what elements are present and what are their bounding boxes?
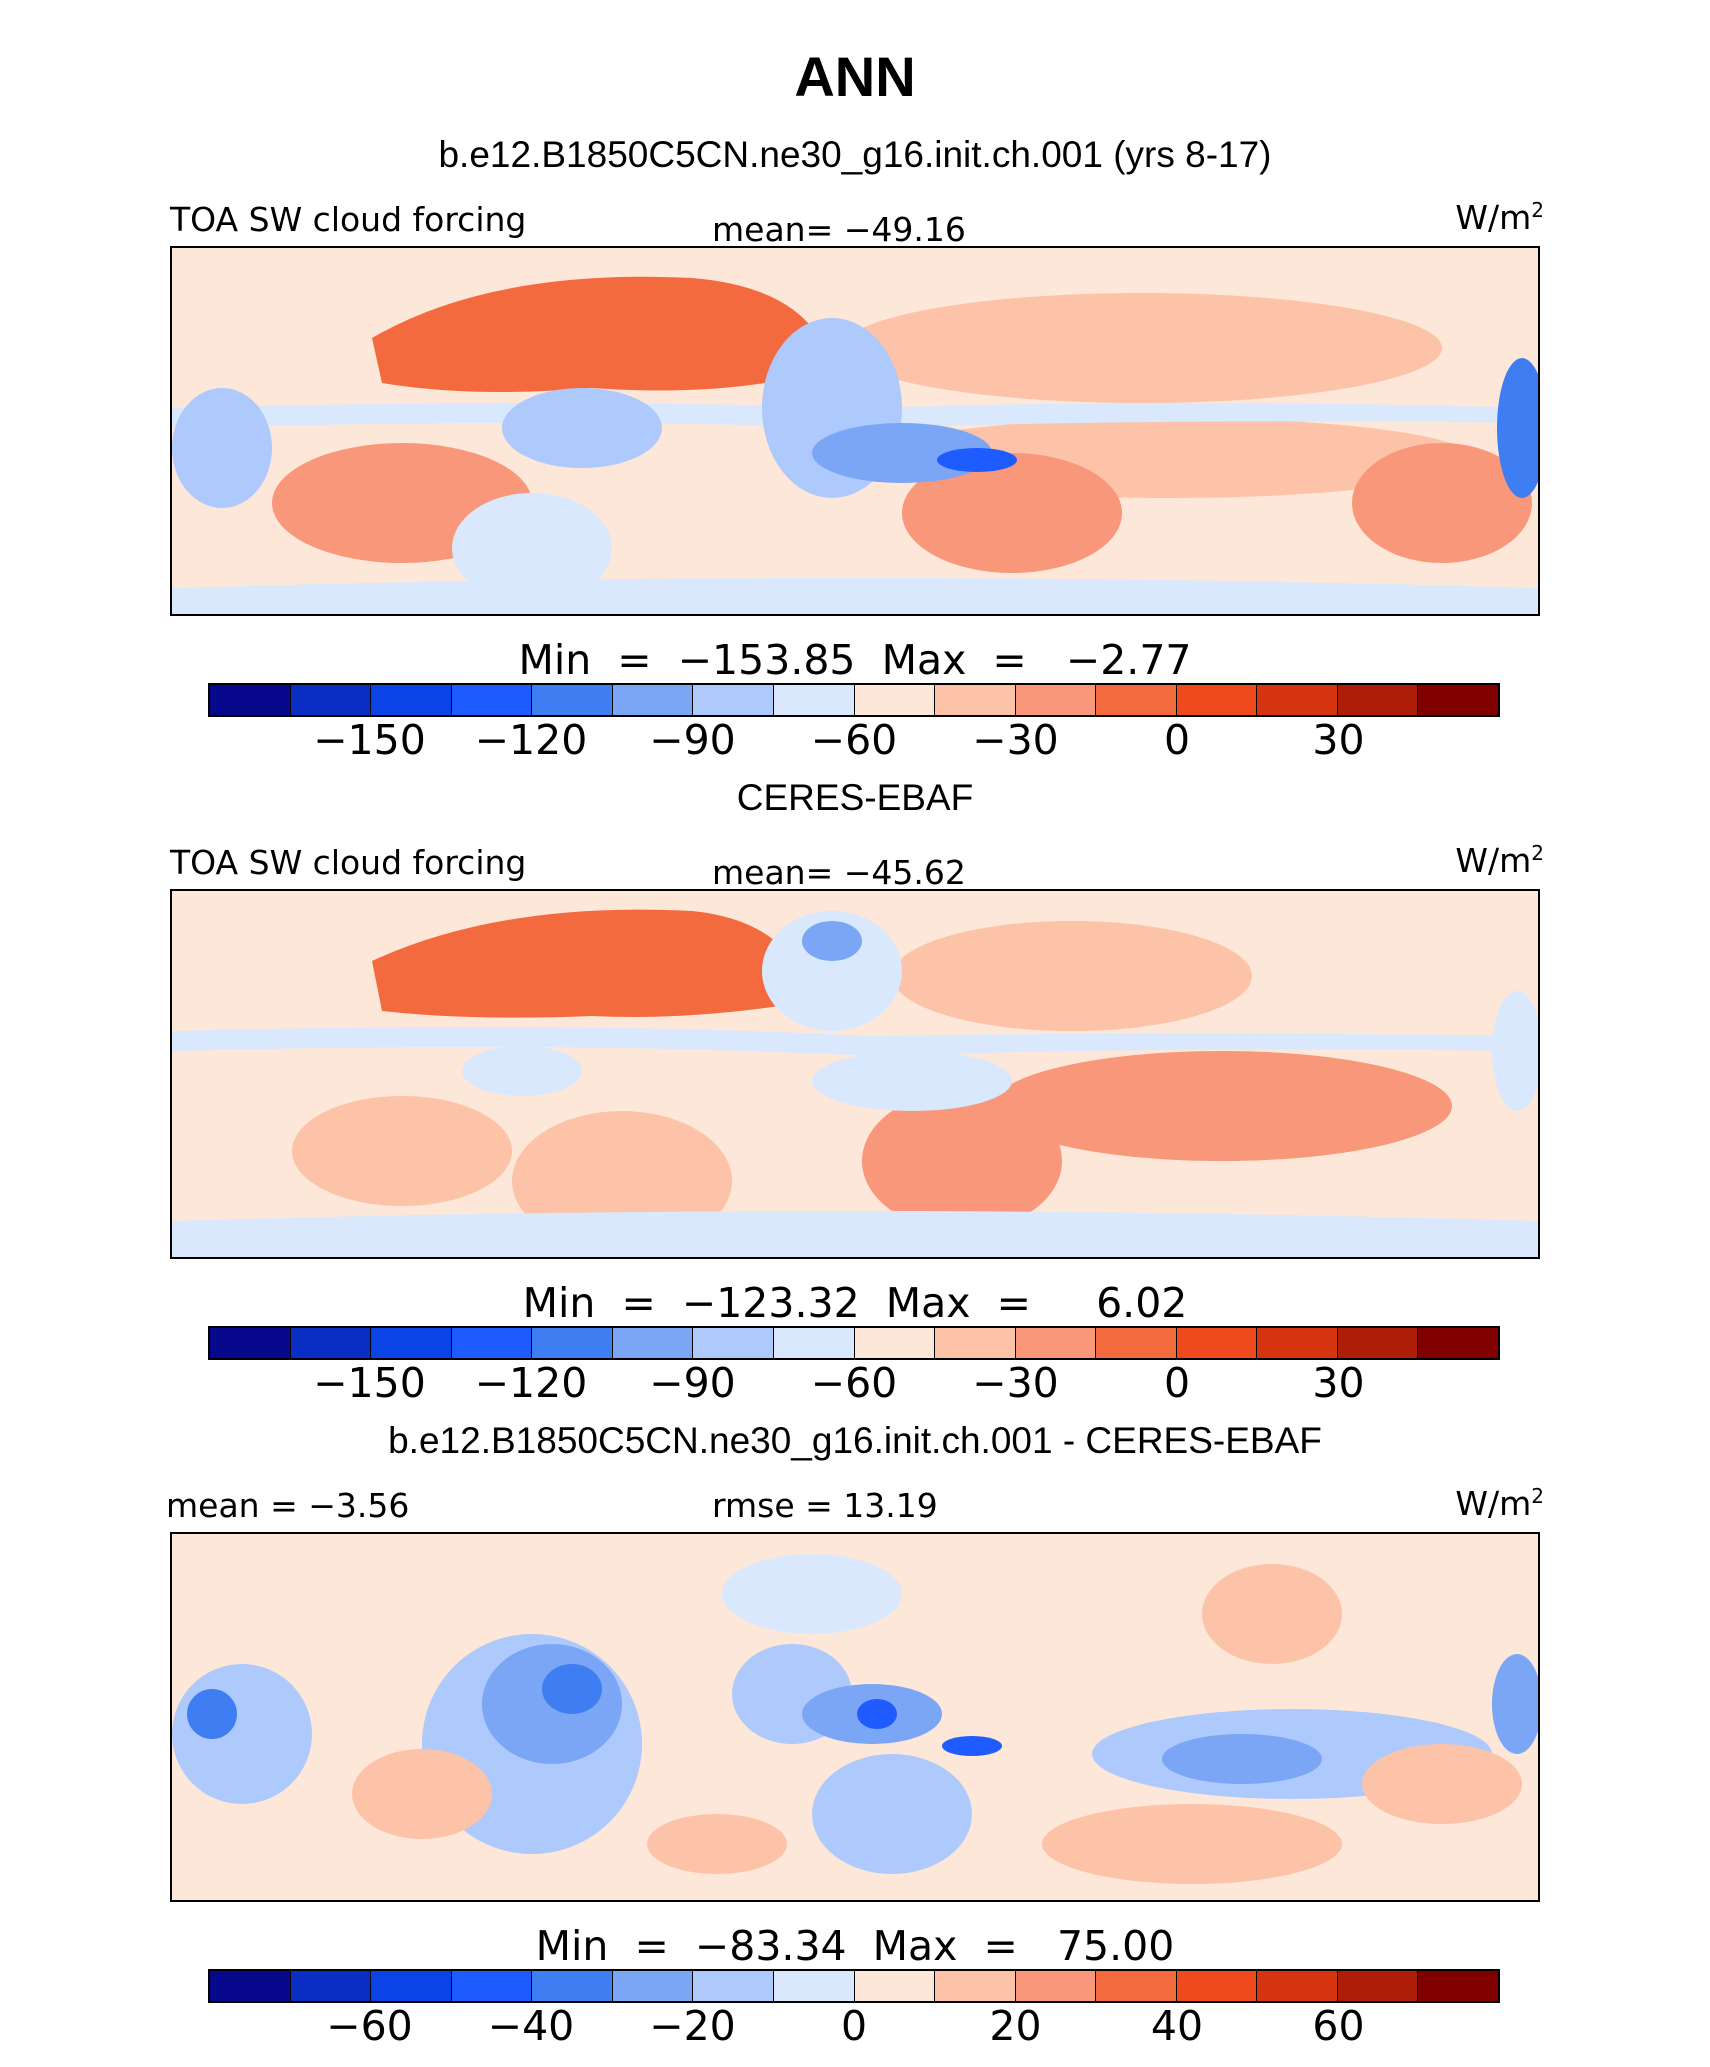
- colorbar-tick-label: −120: [474, 1359, 588, 1407]
- colorbar-swatch: [693, 1328, 774, 1358]
- colorbar-tick-label: −60: [326, 2002, 413, 2050]
- panel-1-map: [170, 246, 1540, 616]
- panel-1-colorbar: [208, 683, 1500, 717]
- colorbar-swatch: [935, 1328, 1016, 1358]
- colorbar-swatch: [773, 1328, 855, 1358]
- colorbar-swatch: [1257, 1328, 1338, 1358]
- colorbar-tick-label: −60: [810, 716, 898, 764]
- colorbar-swatch: [210, 1328, 291, 1358]
- colorbar-swatch: [1096, 685, 1177, 715]
- colorbar-tick-label: −90: [649, 716, 736, 764]
- colorbar-swatch: [371, 1971, 452, 2001]
- colorbar-swatch: [1418, 1971, 1498, 2001]
- colorbar-swatch: [1257, 685, 1338, 715]
- panel-2-unit-label: W/m2: [1455, 841, 1544, 880]
- colorbar-swatch: [290, 685, 372, 715]
- colorbar-swatch: [290, 1971, 372, 2001]
- panel-3-colorbar: [208, 1969, 1500, 2003]
- panel-2-minmax: Min = −123.32 Max = 6.02: [522, 1279, 1188, 1327]
- main-title: ANN: [794, 45, 916, 108]
- panel-1-minmax: Min = −153.85 Max = −2.77: [518, 636, 1192, 684]
- colorbar-tick-label: 0: [1163, 1359, 1191, 1407]
- colorbar-tick-label: −150: [313, 1359, 426, 1407]
- colorbar-swatch: [451, 1971, 533, 2001]
- colorbar-tick-label: −150: [313, 716, 426, 764]
- colorbar-swatch: [693, 1971, 774, 2001]
- colorbar-swatch: [1337, 685, 1419, 715]
- colorbar-swatch: [1337, 1971, 1419, 2001]
- colorbar-tick-label: −90: [649, 1359, 736, 1407]
- colorbar-swatch: [612, 1328, 694, 1358]
- colorbar-tick-label: 20: [989, 2002, 1042, 2050]
- colorbar-swatch: [693, 685, 774, 715]
- colorbar-swatch: [1176, 1971, 1258, 2001]
- colorbar-swatch: [773, 1971, 855, 2001]
- colorbar-tick-label: 0: [1163, 716, 1191, 764]
- panel-3-heading: b.e12.B1850C5CN.ne30_g16.init.ch.001 - C…: [388, 1420, 1322, 1461]
- colorbar-swatch: [371, 1328, 452, 1358]
- colorbar-swatch: [1176, 1328, 1258, 1358]
- colorbar-swatch: [1015, 685, 1097, 715]
- panel-3-map: [170, 1532, 1540, 1902]
- colorbar-swatch: [532, 1328, 613, 1358]
- colorbar-tick-label: −40: [487, 2002, 575, 2050]
- panel-1-mean-label: mean= −49.16: [712, 210, 966, 249]
- panel-3-minmax: Min = −83.34 Max = 75.00: [535, 1922, 1175, 1970]
- colorbar-tick-label: 0: [840, 2002, 868, 2050]
- colorbar-swatch: [210, 1971, 291, 2001]
- panel-2-colorbar: [208, 1326, 1500, 1360]
- colorbar-swatch: [854, 685, 936, 715]
- colorbar-swatch: [854, 1971, 936, 2001]
- colorbar-swatch: [1337, 1328, 1419, 1358]
- colorbar-swatch: [451, 1328, 533, 1358]
- panel-3-rmse-label: rmse = 13.19: [712, 1486, 938, 1525]
- colorbar-tick-label: −60: [810, 1359, 898, 1407]
- colorbar-tick-label: −30: [972, 716, 1059, 764]
- colorbar-tick-label: 40: [1150, 2002, 1204, 2050]
- colorbar-tick-label: −120: [474, 716, 588, 764]
- colorbar-swatch: [1096, 1971, 1177, 2001]
- panel-2-variable-label: TOA SW cloud forcing: [170, 843, 527, 882]
- colorbar-tick-label: 30: [1312, 716, 1365, 764]
- colorbar-tick-label: −20: [649, 2002, 736, 2050]
- panel-1-variable-label: TOA SW cloud forcing: [170, 200, 527, 239]
- colorbar-swatch: [290, 1328, 372, 1358]
- colorbar-swatch: [1176, 685, 1258, 715]
- colorbar-swatch: [1015, 1328, 1097, 1358]
- panel-2-heading: CERES-EBAF: [736, 777, 974, 818]
- panel-1-heading: b.e12.B1850C5CN.ne30_g16.init.ch.001 (yr…: [438, 134, 1272, 175]
- panel-2-map: [170, 889, 1540, 1259]
- colorbar-tick-label: −30: [972, 1359, 1059, 1407]
- colorbar-swatch: [1418, 1328, 1498, 1358]
- panel-3-mean-label: mean = −3.56: [166, 1486, 410, 1525]
- colorbar-swatch: [210, 685, 291, 715]
- panel-2-mean-label: mean= −45.62: [712, 853, 966, 892]
- colorbar-swatch: [612, 1971, 694, 2001]
- colorbar-swatch: [451, 685, 533, 715]
- colorbar-swatch: [532, 1971, 613, 2001]
- panel-3-ticks: −60 −40 −20 0 20 40 60: [208, 2002, 1500, 2052]
- colorbar-swatch: [1096, 1328, 1177, 1358]
- colorbar-swatch: [773, 685, 855, 715]
- colorbar-swatch: [532, 685, 613, 715]
- panel-2-ticks: −150 −120 −90 −60 −30 0 30: [208, 1359, 1500, 1409]
- panel-1-unit-label: W/m2: [1455, 198, 1544, 237]
- panel-1-ticks: −150 −120 −90 −60 −30 0 30: [208, 716, 1500, 766]
- colorbar-swatch: [371, 685, 452, 715]
- colorbar-swatch: [612, 685, 694, 715]
- colorbar-swatch: [1257, 1971, 1338, 2001]
- colorbar-swatch: [1418, 685, 1498, 715]
- colorbar-swatch: [935, 1971, 1016, 2001]
- colorbar-swatch: [935, 685, 1016, 715]
- colorbar-swatch: [1015, 1971, 1097, 2001]
- panel-3-unit-label: W/m2: [1455, 1484, 1544, 1523]
- colorbar-tick-label: 60: [1312, 2002, 1365, 2050]
- colorbar-swatch: [854, 1328, 936, 1358]
- colorbar-tick-label: 30: [1312, 1359, 1365, 1407]
